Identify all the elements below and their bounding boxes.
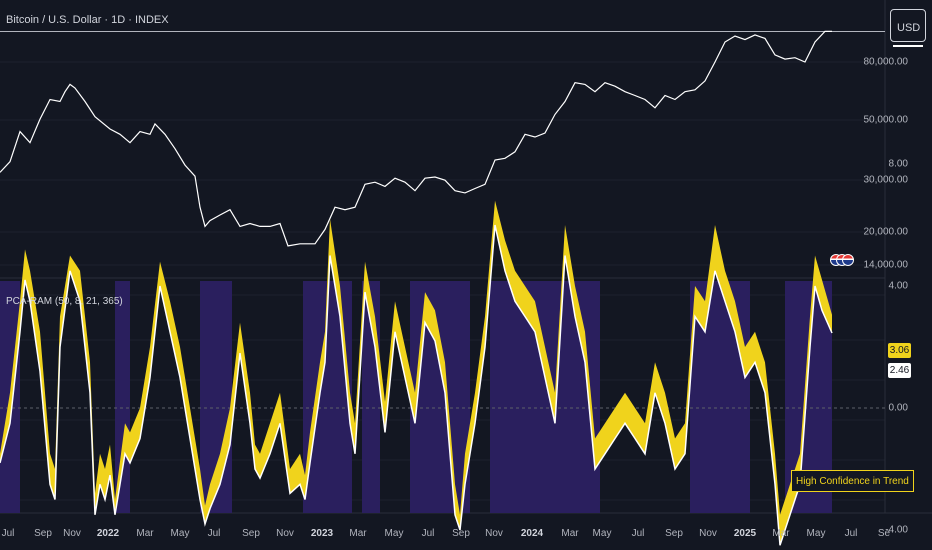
currency-label: USD [897,22,921,34]
price-tick-label: 20,000.00 [863,226,909,238]
time-tick-label: Sep [34,528,52,539]
time-tick-label: Sep [242,528,260,539]
time-tick-label: May [384,528,404,539]
time-tick-label: Se [877,528,891,539]
us-flag-icon[interactable] [842,254,854,266]
regime-band [115,281,130,513]
time-tick-label: 2023 [310,528,334,539]
indicator-title[interactable]: PCA-RAM (50, 8, 21, 365) [6,296,123,307]
time-tick-label: Mar [136,528,154,539]
price-tick-label: 50,000.00 [863,114,909,126]
time-tick-label: Jul [1,528,15,539]
time-tick-label: Mar [561,528,579,539]
oscillator-tick-label: -4.00 [885,524,908,536]
price-tick-label: 30,000.00 [863,174,909,186]
price-tick-label: 14,000.00 [863,259,909,271]
time-tick-label: May [592,528,612,539]
chart-title: Bitcoin / U.S. Dollar · 1D · INDEX [6,14,169,26]
time-tick-label: 2024 [520,528,544,539]
currency-button[interactable]: USD [890,9,926,47]
oscillator-tick-label: 8.00 [888,158,908,170]
regime-bands [0,281,885,513]
time-tick-label: Sep [665,528,683,539]
yellow-value-badge: 3.06 [888,343,911,358]
time-tick-label: Mar [349,528,367,539]
time-tick-label: 2025 [733,528,757,539]
price-series [0,30,885,247]
oscillator-tick-label: 4.00 [888,280,908,292]
time-tick-label: Jul [844,528,858,539]
time-tick-label: Jul [631,528,645,539]
time-tick-label: Jul [421,528,435,539]
signal-line [0,224,833,546]
regime-band [410,281,470,513]
time-tick-label: Nov [485,528,503,539]
time-tick-label: Nov [276,528,294,539]
oscillator-tick-label: 0.00 [888,402,908,414]
time-tick-label: Jul [207,528,221,539]
oscillator-series [0,200,833,546]
currency-underline [893,45,923,47]
time-tick-label: 2022 [96,528,120,539]
time-tick-label: Mar [772,528,790,539]
price-tick-label: 80,000.00 [863,56,909,68]
time-tick-label: Nov [63,528,81,539]
price-line [0,30,832,247]
time-tick-label: May [806,528,826,539]
time-tick-label: May [170,528,190,539]
white-value-badge: 2.46 [888,363,911,378]
time-tick-label: Sep [452,528,470,539]
time-tick-label: Nov [699,528,717,539]
regime-band [490,281,600,513]
trend-legend: High Confidence in Trend [791,470,914,492]
